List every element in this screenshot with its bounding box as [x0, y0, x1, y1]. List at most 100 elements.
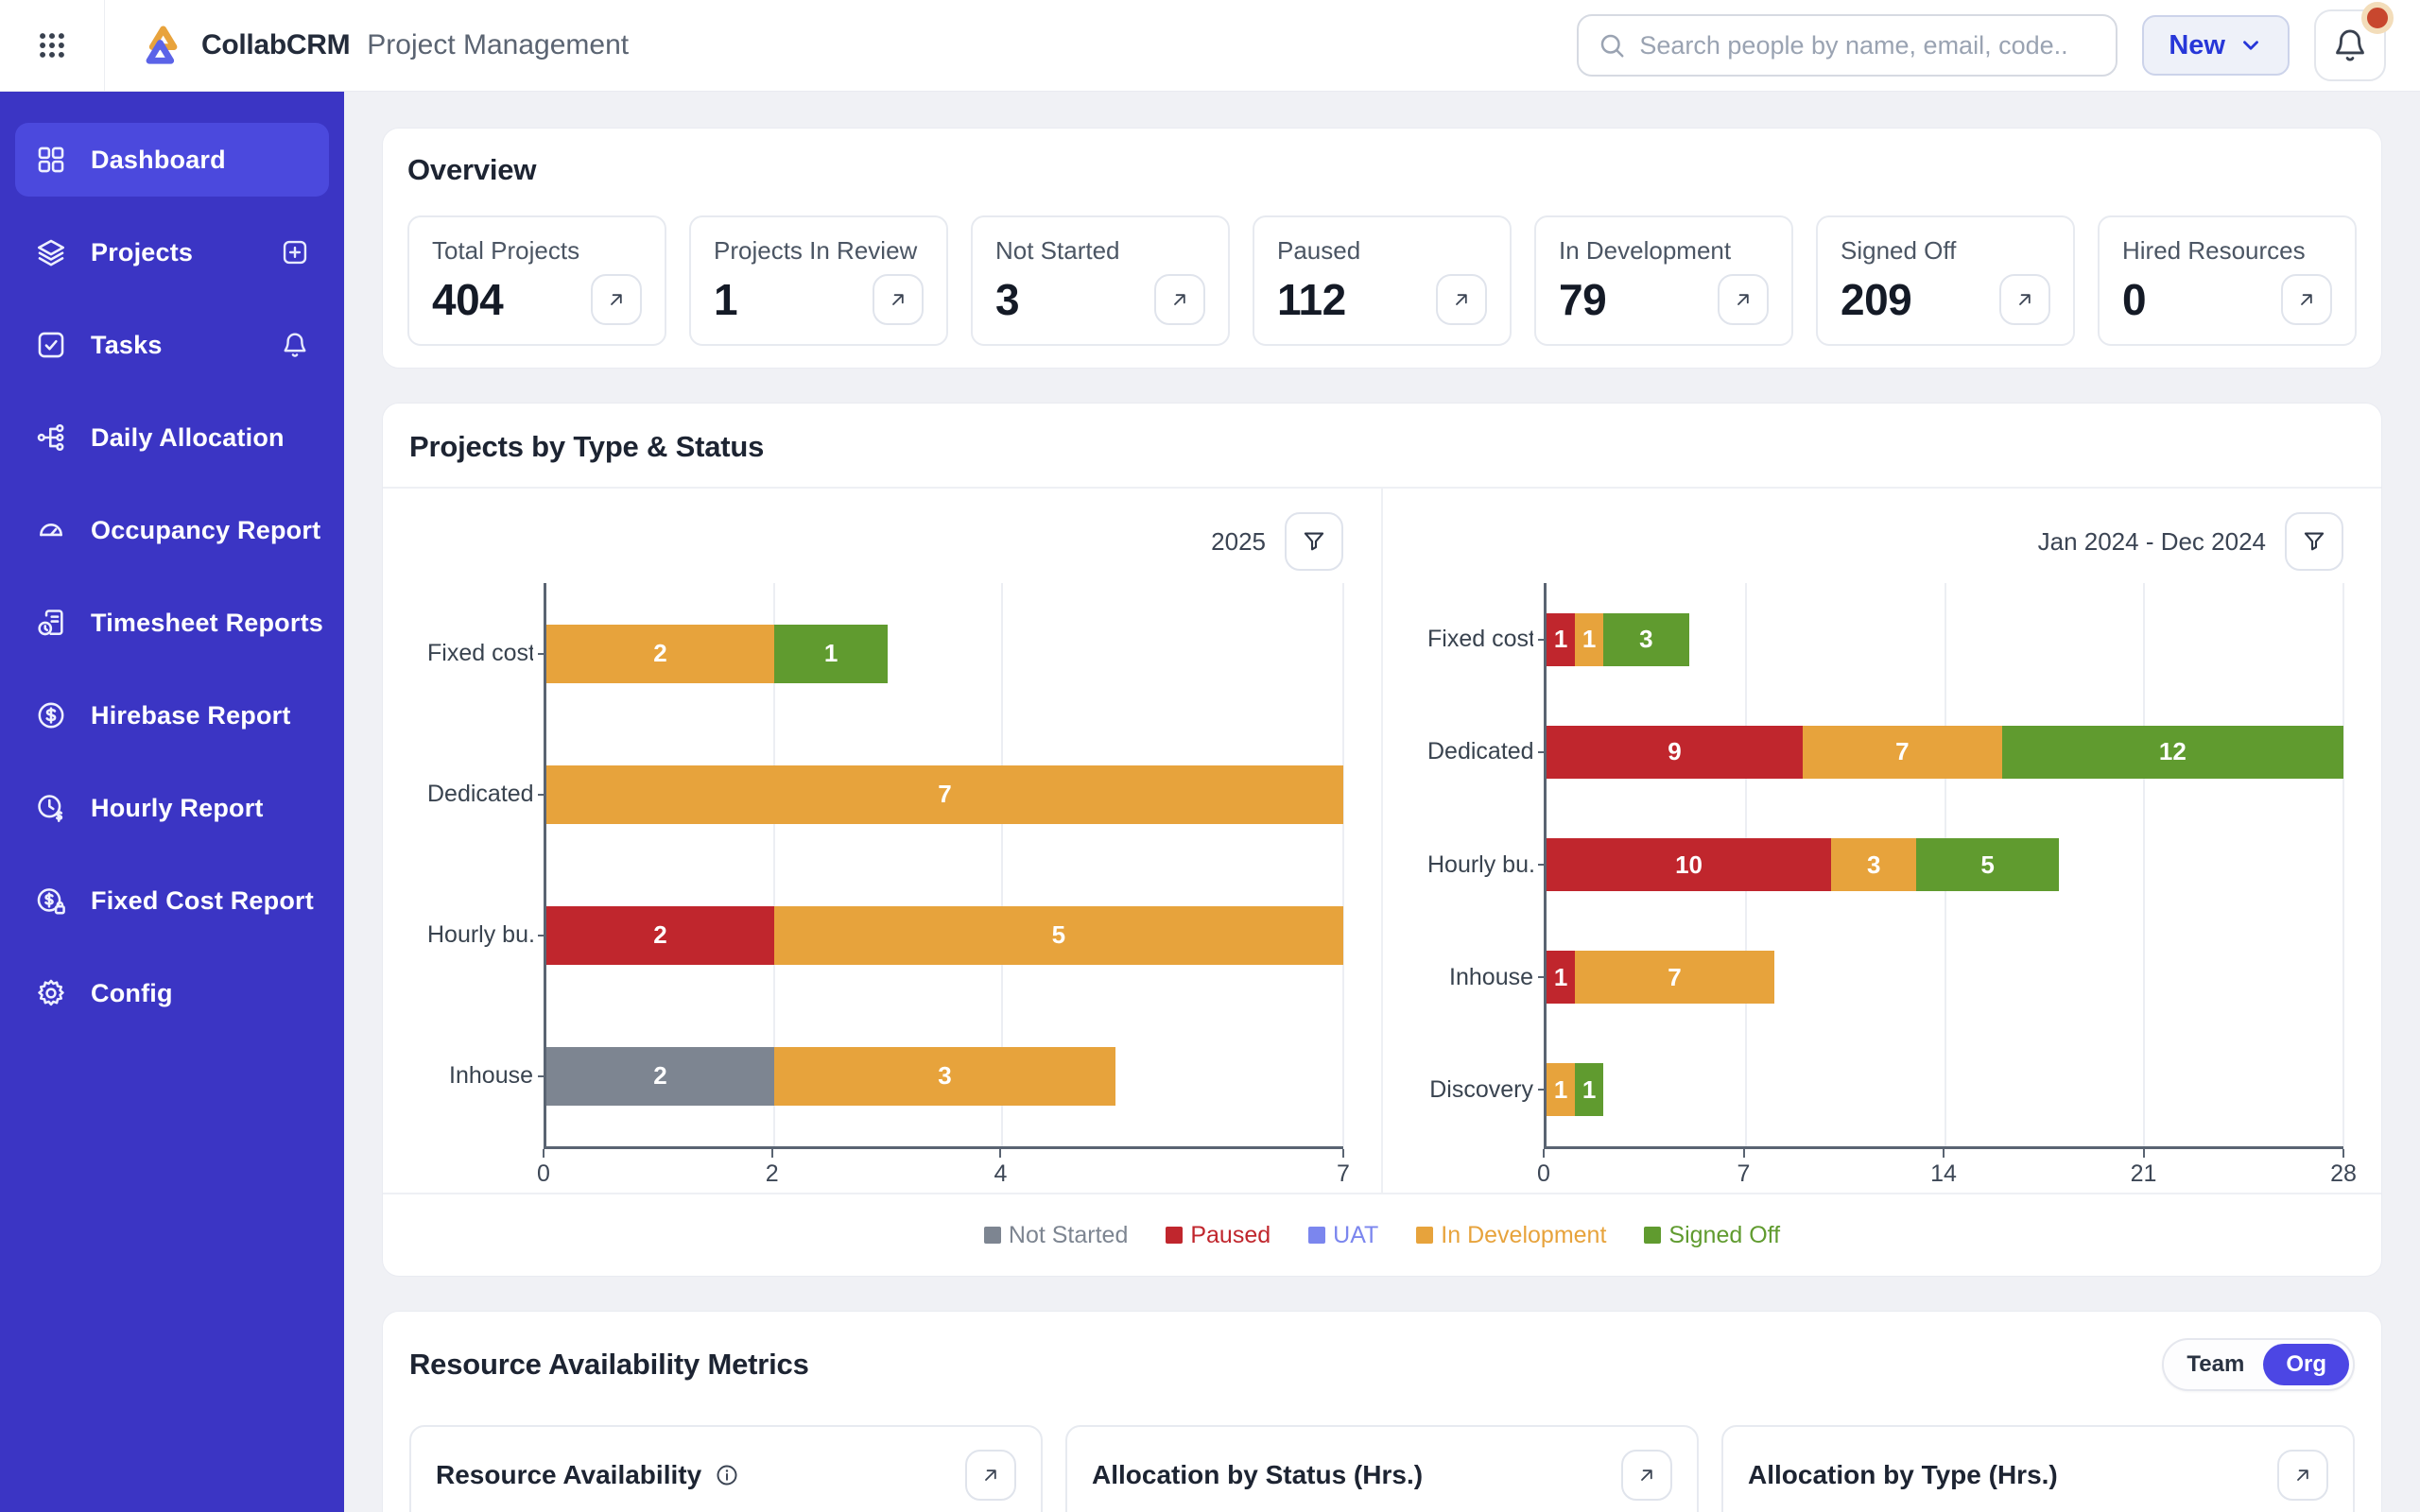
- stat-open-button[interactable]: [1718, 274, 1769, 325]
- bar-value-label: 1: [1553, 1074, 1568, 1104]
- sidebar-item-hourly-report[interactable]: Hourly Report: [15, 771, 329, 845]
- bar-segment-not-started[interactable]: 2: [546, 1046, 774, 1106]
- bar-segment-in-development[interactable]: 1: [1547, 1063, 1576, 1117]
- plus-square-icon[interactable]: [280, 237, 310, 267]
- bar-value-label: 12: [2158, 737, 2187, 766]
- info-icon[interactable]: [715, 1463, 739, 1487]
- bar-segment-in-development[interactable]: 7: [546, 765, 1343, 824]
- bar-segment-in-development[interactable]: 3: [773, 1046, 1116, 1106]
- bar-segment-in-development[interactable]: 3: [1831, 838, 1917, 891]
- bell-icon[interactable]: [280, 330, 310, 360]
- y-tick: [538, 652, 546, 655]
- stat-open-button[interactable]: [1154, 274, 1205, 325]
- new-button[interactable]: New: [2142, 15, 2290, 76]
- legend-swatch: [1308, 1227, 1326, 1244]
- y-tick: [1538, 864, 1547, 866]
- bar-segment-in-development[interactable]: 2: [546, 624, 774, 683]
- chart-row-dedicated: Dedicated 9 7 12: [1427, 696, 2343, 808]
- bar-segment-signed-off[interactable]: 1: [1575, 1063, 1604, 1117]
- app-logo-group: CollabCRM Project Management: [137, 21, 629, 70]
- legend-item-in-development[interactable]: In Development: [1416, 1222, 1606, 1249]
- legend-item-uat[interactable]: UAT: [1308, 1222, 1378, 1249]
- sidebar-item-occupancy-report[interactable]: Occupancy Report: [15, 493, 329, 567]
- sidebar-item-label: Hirebase Report: [91, 700, 291, 730]
- bar-value-label: 7: [1668, 962, 1682, 991]
- main-content: Overview Total Projects 404 Projects In Re…: [344, 91, 2420, 1512]
- charts-panel-title: Projects by Type & Status: [409, 430, 765, 463]
- bar-chart: Fixed cost 2 1 Dedicated 7 Hourly bu... 2 5 Inho…: [421, 583, 1350, 1193]
- bar-segment-in-development[interactable]: 7: [1802, 725, 2002, 779]
- sidebar-item-hirebase-report[interactable]: Hirebase Report: [15, 679, 329, 752]
- chart-2024: Jan 2024 - Dec 2024 Fixed cost 1 1 3 Dedicate…: [1381, 489, 2381, 1193]
- bar-segment-in-development[interactable]: 1: [1575, 612, 1604, 666]
- stat-value: 0: [2122, 275, 2147, 324]
- bar-segment-signed-off[interactable]: 1: [773, 624, 889, 683]
- bar-segment-signed-off[interactable]: 12: [2001, 725, 2343, 779]
- toggle-option-team[interactable]: Team: [2187, 1351, 2245, 1377]
- toggle-option-org[interactable]: Org: [2263, 1344, 2349, 1385]
- stat-label: Paused: [1277, 236, 1361, 265]
- app-subtitle: Project Management: [367, 29, 630, 60]
- bar-segment-paused[interactable]: 10: [1547, 838, 1832, 891]
- sidebar-item-label: Tasks: [91, 330, 163, 359]
- sidebar-item-daily-allocation[interactable]: Daily Allocation: [15, 401, 329, 474]
- chart-filter-button[interactable]: [2285, 512, 2343, 571]
- arrow-up-right-icon: [2014, 288, 2036, 311]
- bar-segment-signed-off[interactable]: 5: [1916, 838, 2059, 891]
- legend-label: Paused: [1190, 1221, 1271, 1248]
- stat-open-button[interactable]: [1999, 274, 2050, 325]
- top-bar: CollabCRM Project Management New: [0, 0, 2420, 92]
- metric-card-title: Resource Availability: [436, 1460, 702, 1489]
- stat-open-button[interactable]: [873, 274, 924, 325]
- chart-rows: Fixed cost 2 1 Dedicated 7 Hourly bu... 2 5 Inho…: [427, 583, 1344, 1146]
- y-tick: [1538, 638, 1547, 641]
- stat-open-button[interactable]: [1436, 274, 1487, 325]
- chart-header: Jan 2024 - Dec 2024: [1421, 511, 2343, 572]
- bar-value-label: 7: [938, 780, 952, 808]
- chart-row-inhouse: Inhouse 2 3: [449, 1005, 1343, 1146]
- notifications-button[interactable]: [2314, 2, 2394, 81]
- legend-item-not-started[interactable]: Not Started: [983, 1222, 1128, 1249]
- bar-segment-paused[interactable]: 9: [1547, 725, 1803, 779]
- sidebar-item-projects[interactable]: Projects: [15, 215, 329, 289]
- bar-segment-paused[interactable]: 2: [546, 905, 774, 965]
- chart-filter-button[interactable]: [1285, 512, 1343, 571]
- stat-value: 404: [432, 275, 504, 324]
- category-label: Dedicated: [1427, 738, 1533, 765]
- overview-title: Overview: [407, 153, 537, 186]
- team-org-toggle[interactable]: Team Org: [2162, 1338, 2355, 1391]
- search-input[interactable]: [1637, 29, 2098, 61]
- stat-open-button[interactable]: [591, 274, 642, 325]
- bar-segment-in-development[interactable]: 7: [1575, 951, 1774, 1005]
- legend-item-signed-off[interactable]: Signed Off: [1644, 1222, 1780, 1249]
- chart-row-fixed-cost: Fixed cost 1 1 3: [1427, 583, 2343, 696]
- bar-segment-signed-off[interactable]: 3: [1603, 612, 1689, 666]
- sidebar-item-timesheet-reports[interactable]: Timesheet Reports: [15, 586, 329, 660]
- search-icon: [1598, 31, 1626, 60]
- sidebar-item-config[interactable]: Config: [15, 956, 329, 1030]
- bar-segment-paused[interactable]: 1: [1547, 951, 1576, 1005]
- chart-legend: Not Started Paused UAT In Development Signed…: [383, 1193, 2381, 1276]
- bar-segment-in-development[interactable]: 5: [773, 905, 1343, 965]
- sidebar: Dashboard Projects Tasks Daily Allocation Oc…: [0, 91, 344, 1512]
- global-search[interactable]: [1577, 14, 2118, 77]
- x-tick-label: 21: [2130, 1160, 2157, 1187]
- y-tick: [1538, 1089, 1547, 1091]
- sidebar-item-dashboard[interactable]: Dashboard: [15, 123, 329, 197]
- sidebar-item-tasks[interactable]: Tasks: [15, 308, 329, 382]
- legend-swatch: [1644, 1227, 1662, 1244]
- bar-value-label: 3: [1866, 850, 1881, 879]
- y-tick: [538, 934, 546, 936]
- apps-grid-button[interactable]: [0, 0, 104, 91]
- sidebar-item-fixed-cost-report[interactable]: Fixed Cost Report: [15, 864, 329, 937]
- metric-open-button[interactable]: [1621, 1450, 1672, 1501]
- legend-item-paused[interactable]: Paused: [1166, 1222, 1270, 1249]
- metric-open-button[interactable]: [965, 1450, 1016, 1501]
- metric-open-button[interactable]: [2277, 1450, 2328, 1501]
- layers-icon: [34, 235, 68, 269]
- stat-open-button[interactable]: [2281, 274, 2332, 325]
- stat-card-in-development: In Development 79: [1534, 215, 1793, 346]
- bar-segment-paused[interactable]: 1: [1547, 612, 1576, 666]
- x-axis: [1543, 1146, 2344, 1158]
